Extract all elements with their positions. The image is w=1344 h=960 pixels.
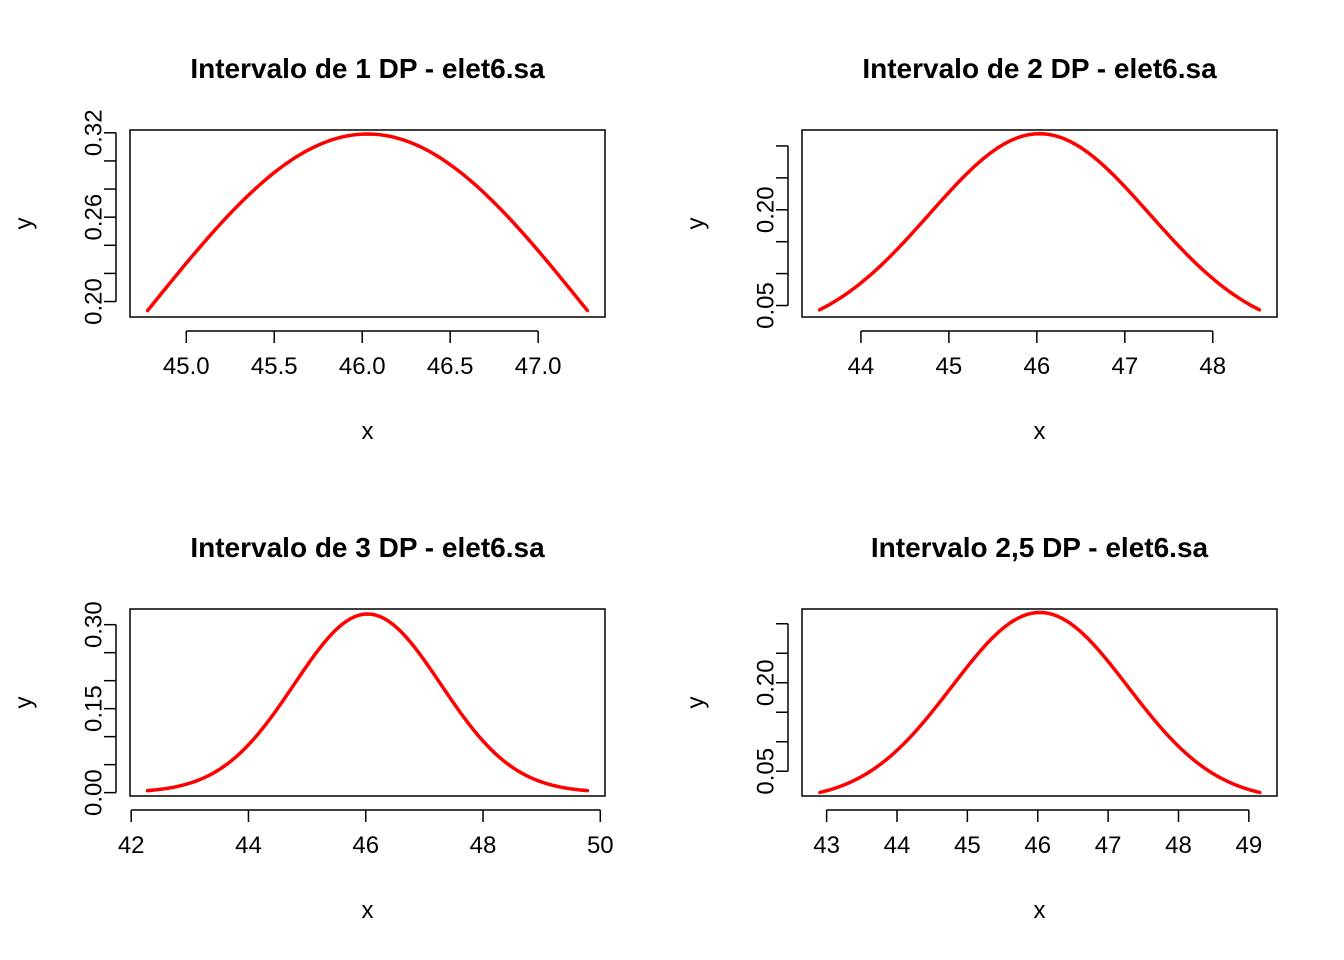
- plot-frame: [129, 608, 606, 797]
- y-axis-label: y: [683, 697, 710, 709]
- plot-frame: [129, 129, 606, 318]
- x-tick-label: 45: [954, 832, 981, 859]
- y-tick-label: 0.20: [81, 278, 108, 325]
- x-tick-label: 46.0: [339, 353, 386, 380]
- y-tick-label: 0.00: [81, 769, 108, 816]
- y-tick-label: 0.05: [753, 282, 780, 329]
- x-tick-label: 45.0: [163, 353, 210, 380]
- x-tick-label: 46.5: [427, 353, 474, 380]
- x-tick-label: 44: [884, 832, 911, 859]
- y-tick-label: 0.32: [81, 109, 108, 156]
- density-curve: [817, 131, 1262, 312]
- x-tick-label: 44: [235, 832, 262, 859]
- x-tick-label: 47: [1111, 353, 1138, 380]
- x-tick-label: 42: [118, 832, 145, 859]
- x-tick-label: 46: [352, 832, 379, 859]
- density-curve: [818, 610, 1262, 795]
- x-tick-label: 49: [1236, 832, 1263, 859]
- chart-title: Intervalo de 3 DP - elet6.sa: [190, 532, 545, 563]
- panel-1sd: Intervalo de 1 DP - elet6.sa 45.0 45.5 46.0…: [11, 53, 606, 445]
- x-tick-label: 44: [848, 353, 875, 380]
- panel-2-5sd: Intervalo 2,5 DP - elet6.sa 43 44 45 46 47 48 4…: [683, 532, 1278, 924]
- x-tick-label: 43: [813, 832, 840, 859]
- x-tick-label: 45.5: [251, 353, 298, 380]
- density-curve: [145, 612, 590, 793]
- y-tick-label: 0.30: [81, 601, 108, 648]
- x-tick-label: 47: [1095, 832, 1122, 859]
- chart-title: Intervalo de 2 DP - elet6.sa: [862, 53, 1217, 84]
- x-axis-label: x: [362, 418, 374, 445]
- y-tick-label: 0.05: [753, 748, 780, 795]
- y-tick-label: 0.20: [753, 186, 780, 233]
- plot-frame: [801, 608, 1278, 797]
- x-tick-label: 45: [936, 353, 963, 380]
- density-curve: [145, 132, 590, 313]
- y-axis-label: y: [683, 218, 710, 230]
- y-axis-label: y: [11, 218, 38, 230]
- y-tick-label: 0.15: [81, 685, 108, 732]
- chart-title: Intervalo 2,5 DP - elet6.sa: [871, 532, 1209, 563]
- chart-title: Intervalo de 1 DP - elet6.sa: [190, 53, 545, 84]
- x-tick-label: 47.0: [515, 353, 562, 380]
- panel-3sd: Intervalo de 3 DP - elet6.sa 42 44 46 48 50 x 0…: [11, 532, 614, 924]
- y-tick-label: 0.20: [753, 659, 780, 706]
- x-tick-label: 48: [1199, 353, 1226, 380]
- x-tick-label: 46: [1024, 832, 1051, 859]
- x-tick-label: 48: [1165, 832, 1192, 859]
- x-tick-label: 50: [587, 832, 614, 859]
- x-tick-label: 46: [1024, 353, 1051, 380]
- plot-frame: [801, 129, 1278, 318]
- panel-2sd: Intervalo de 2 DP - elet6.sa 44 45 46 47 48 x 0…: [683, 53, 1278, 445]
- y-tick-label: 0.26: [81, 194, 108, 241]
- y-axis-label: y: [11, 697, 38, 709]
- x-axis-label: x: [1034, 897, 1046, 924]
- x-tick-label: 48: [470, 832, 497, 859]
- x-axis-label: x: [1034, 418, 1046, 445]
- x-axis-label: x: [362, 897, 374, 924]
